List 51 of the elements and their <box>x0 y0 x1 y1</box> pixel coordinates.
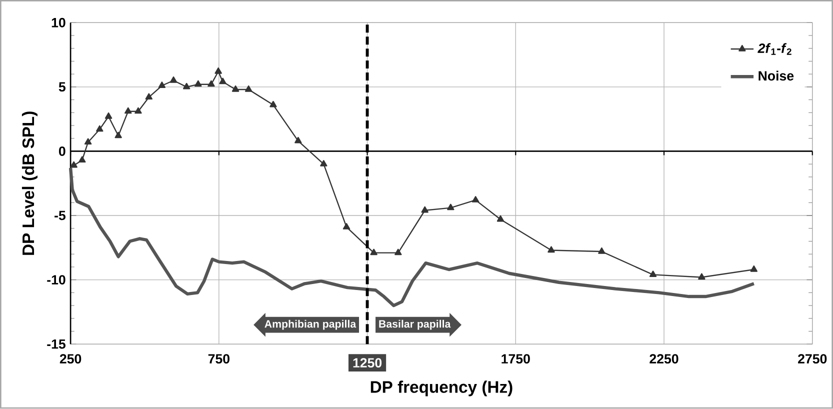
annotation: Amphibian papilla <box>264 320 356 330</box>
point <box>370 248 378 256</box>
y-tick-label: 10 <box>52 18 66 28</box>
point <box>158 82 166 88</box>
point <box>114 132 122 138</box>
x-tick-label: 2750 <box>798 354 827 364</box>
point <box>270 101 277 108</box>
point <box>182 83 190 90</box>
point <box>96 125 104 132</box>
annotation: Basilar papilla <box>379 320 451 330</box>
legend-label: 2f$_{1}$-f$_{2}$ <box>758 43 792 55</box>
y-axis-title: DP Level (dB SPL) <box>22 112 38 255</box>
point <box>84 138 92 145</box>
legend-label: Noise <box>758 70 794 81</box>
point <box>496 215 504 222</box>
point <box>104 112 112 119</box>
point <box>70 161 78 168</box>
point <box>394 248 402 256</box>
x-tick-label: 1750 <box>502 354 530 364</box>
point <box>214 68 222 74</box>
point <box>219 78 226 84</box>
point <box>232 86 240 92</box>
x-tick-label: 2250 <box>650 354 678 364</box>
point <box>320 160 328 167</box>
point <box>208 80 215 87</box>
x-tick-label: 1250 <box>353 358 382 368</box>
point <box>294 137 302 144</box>
point <box>78 156 86 163</box>
point <box>750 266 758 272</box>
y-tick-label: -15 <box>47 340 66 349</box>
point <box>124 107 132 114</box>
point <box>145 93 152 100</box>
y-tick-label: 0 <box>58 146 66 156</box>
point <box>421 206 428 213</box>
point <box>649 270 657 278</box>
x-tick-label: 750 <box>208 354 230 364</box>
y-tick-label: 5 <box>58 82 66 92</box>
point <box>698 273 706 280</box>
x-tick-label: 250 <box>60 354 82 364</box>
point <box>472 196 480 203</box>
point <box>598 248 606 254</box>
point <box>170 76 178 83</box>
point <box>194 80 202 87</box>
point <box>548 246 555 253</box>
y-tick-label: -5 <box>54 211 66 220</box>
y-tick-label: -10 <box>47 275 66 285</box>
point <box>134 107 142 114</box>
point <box>447 204 454 210</box>
x-axis-title: DP frequency (Hz) <box>370 380 512 396</box>
point <box>244 86 252 92</box>
point <box>342 223 350 230</box>
